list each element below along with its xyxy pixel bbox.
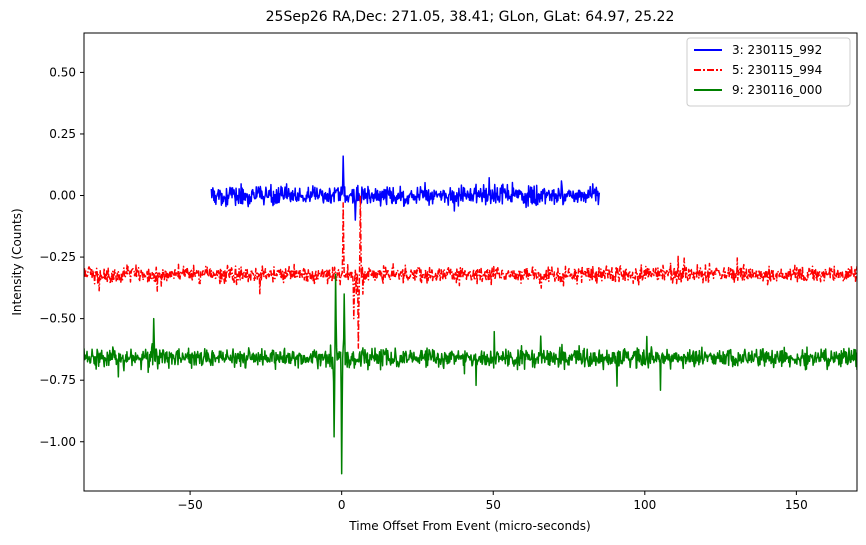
y-axis-label: Intensity (Counts) xyxy=(10,208,24,315)
x-tick-label: 0 xyxy=(338,498,346,512)
x-tick-label: 100 xyxy=(633,498,656,512)
x-tick-label: −50 xyxy=(177,498,202,512)
series-line-1 xyxy=(210,155,601,221)
y-axis: 0.50 0.25 0.00 −0.25 −0.50 −0.75 −1.00 xyxy=(39,65,84,449)
chart-title: 25Sep26 RA,Dec: 271.05, 38.41; GLon, GLa… xyxy=(266,9,675,25)
legend-label: 9: 230116_000 xyxy=(732,83,822,97)
x-tick-label: 50 xyxy=(486,498,501,512)
y-tick-label: −0.75 xyxy=(39,373,76,387)
y-tick-label: −0.25 xyxy=(39,250,76,264)
y-tick-label: 0.50 xyxy=(49,65,76,79)
series-line-2 xyxy=(84,194,857,349)
legend-label: 3: 230115_992 xyxy=(732,43,822,57)
y-tick-label: −0.50 xyxy=(39,312,76,326)
series-layer xyxy=(84,155,857,475)
y-tick-label: −1.00 xyxy=(39,435,76,449)
x-tick-label: 150 xyxy=(785,498,808,512)
legend: 3: 230115_992 5: 230115_994 9: 230116_000 xyxy=(686,37,851,107)
x-axis: −50 0 50 100 150 xyxy=(177,491,808,512)
legend-box xyxy=(686,37,851,107)
series-line-3 xyxy=(84,273,857,475)
y-tick-label: 0.25 xyxy=(49,127,76,141)
plot-frame xyxy=(83,32,858,492)
legend-label: 5: 230115_994 xyxy=(732,63,822,77)
x-axis-label: Time Offset From Event (micro-seconds) xyxy=(348,519,590,533)
y-tick-label: 0.00 xyxy=(49,189,76,203)
